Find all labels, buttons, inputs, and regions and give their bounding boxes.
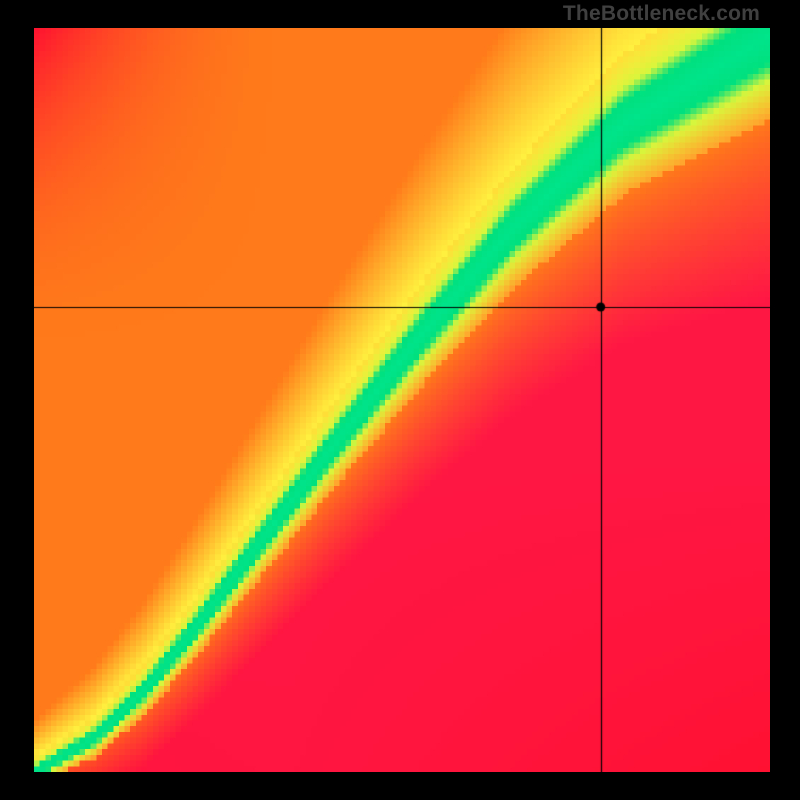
watermark-text: TheBottleneck.com	[563, 2, 760, 26]
crosshair-overlay	[34, 28, 770, 772]
